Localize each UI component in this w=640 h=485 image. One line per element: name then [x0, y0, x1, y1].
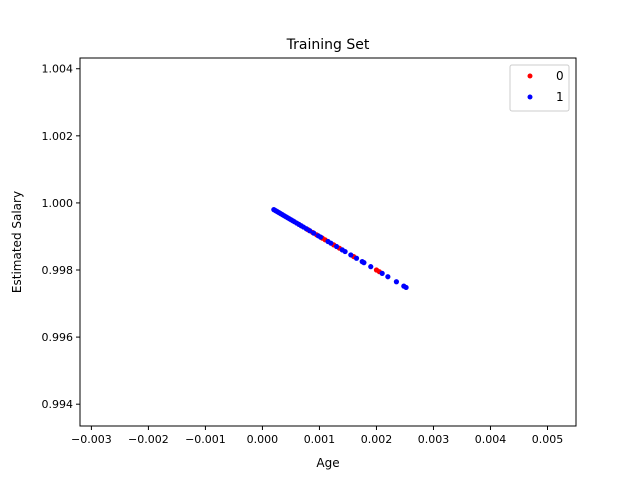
data-point-series-1: [317, 234, 324, 240]
x-axis-label: Age: [316, 456, 339, 470]
data-point-series-1: [333, 243, 340, 250]
data-point-series-1: [311, 230, 317, 236]
chart-title: Training Set: [286, 37, 370, 53]
data-point-series-1: [385, 274, 391, 280]
legend-label-0: 0: [556, 69, 564, 83]
x-tick-label: 0.005: [532, 433, 564, 446]
x-tick-label: −0.002: [128, 433, 169, 446]
legend-box: [509, 64, 570, 112]
data-point-series-1: [403, 284, 409, 291]
y-tick-label: 0.996: [42, 331, 74, 344]
x-tick-label: −0.001: [185, 433, 226, 446]
y-tick-label: 0.998: [42, 264, 74, 277]
data-point-series-1: [379, 270, 385, 276]
y-axis-label: Estimated Salary: [10, 191, 24, 293]
data-point-series-1: [361, 260, 367, 266]
data-point-series-1: [353, 255, 360, 261]
data-point-series-1: [393, 279, 400, 285]
data-point-series-1: [368, 264, 374, 270]
data-point-series-1: [348, 252, 354, 258]
x-tick-label: 0.000: [247, 433, 279, 446]
x-tick-label: −0.003: [71, 433, 112, 446]
x-tick-label: 0.003: [418, 433, 450, 446]
legend-marker-0: [527, 73, 533, 79]
y-tick-label: 1.000: [42, 197, 74, 210]
legend-marker-1: [527, 94, 533, 100]
x-tick-label: 0.002: [361, 433, 393, 446]
y-tick-label: 1.004: [42, 63, 74, 76]
axes-frame: [79, 57, 577, 427]
data-point-series-1: [328, 240, 334, 246]
data-point-series-1: [342, 248, 348, 255]
y-tick-label: 0.994: [42, 398, 74, 411]
data-point-series-1: [307, 228, 313, 234]
y-tick-label: 1.002: [42, 130, 74, 143]
legend-label-1: 1: [556, 90, 564, 104]
x-tick-label: 0.004: [475, 433, 507, 446]
legend: 0 1: [509, 64, 570, 112]
x-tick-label: 0.001: [304, 433, 336, 446]
